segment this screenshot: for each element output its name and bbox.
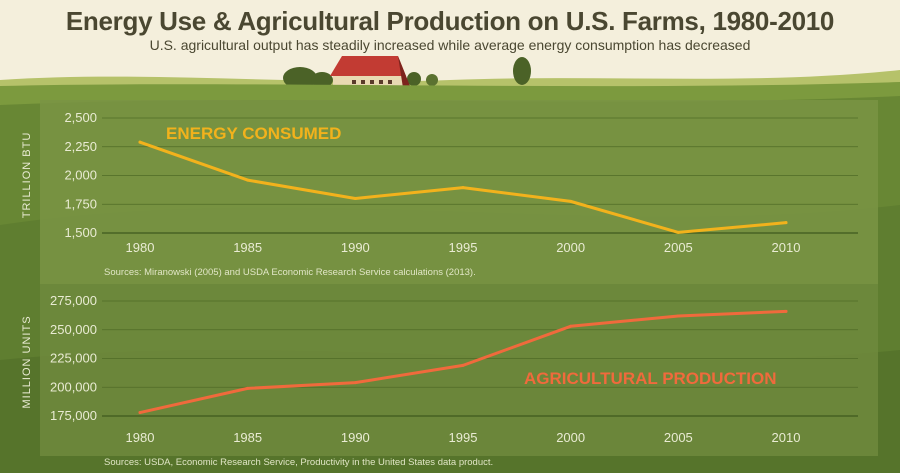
energy-chart-panel [40,100,878,284]
energy-y-tick-label: 1,750 [64,196,97,211]
energy-data-point [353,197,357,200]
production-y-tick-label: 225,000 [50,351,97,366]
production-x-tick-label: 1995 [449,430,478,445]
production-data-point [676,314,680,318]
production-x-tick-label: 1980 [126,430,155,445]
production-x-tick-label: 1985 [233,430,262,445]
energy-y-axis-label: TRILLION BTU [21,132,33,219]
energy-data-point [676,230,680,234]
page-subtitle: U.S. agricultural output has steadily in… [149,37,751,53]
production-x-tick-label: 2010 [772,430,801,445]
production-data-point [784,309,788,313]
tree [513,57,531,85]
energy-x-tick-label: 1990 [341,240,370,255]
energy-data-point [461,186,465,190]
production-y-tick-label: 250,000 [50,322,97,337]
energy-source-note: Sources: Miranowski (2005) and USDA Econ… [104,267,476,278]
production-y-tick-label: 275,000 [50,293,97,308]
production-series-label: AGRICULTURAL PRODUCTION [524,369,776,388]
energy-x-tick-label: 1980 [126,240,155,255]
energy-x-tick-label: 2005 [664,240,693,255]
production-y-axis-label: MILLION UNITS [21,315,33,408]
energy-data-point [246,178,250,182]
production-data-point [569,324,573,328]
energy-x-tick-label: 1985 [233,240,262,255]
energy-series-label: ENERGY CONSUMED [166,124,341,143]
barn-illustration [330,56,410,88]
energy-data-point [138,140,142,144]
energy-x-tick-label: 2010 [772,240,801,255]
production-x-tick-label: 2000 [556,430,585,445]
tree [426,74,438,86]
energy-data-point [784,221,788,225]
tree [311,72,333,88]
energy-x-tick-label: 2000 [556,240,585,255]
tree [407,72,421,86]
production-data-point [246,386,250,390]
production-chart: 175,000 200,000 225,000 250,000 275,000 1980 1… [21,293,858,468]
energy-y-tick-label: 2,000 [64,168,97,183]
energy-y-tick-label: 2,500 [64,110,97,125]
production-data-point [353,381,357,385]
energy-y-tick-label: 2,250 [64,139,97,154]
production-x-tick-label: 2005 [664,430,693,445]
energy-x-tick-label: 1995 [449,240,478,255]
production-y-tick-label: 200,000 [50,379,97,394]
energy-chart: 1,500 1,750 2,000 2,250 2,500 1980 1985 1990 199… [21,110,858,278]
tree [283,67,317,89]
production-data-point [461,363,465,367]
production-y-tick-label: 175,000 [50,408,97,423]
production-x-tick-label: 1990 [341,430,370,445]
production-source-note: Sources: USDA, Economic Research Service… [104,457,493,468]
energy-data-point [569,199,573,203]
page-title: Energy Use & Agricultural Production on … [65,6,835,36]
energy-y-tick-label: 1,500 [64,225,97,240]
production-data-point [138,411,142,415]
sky-background [0,0,900,90]
